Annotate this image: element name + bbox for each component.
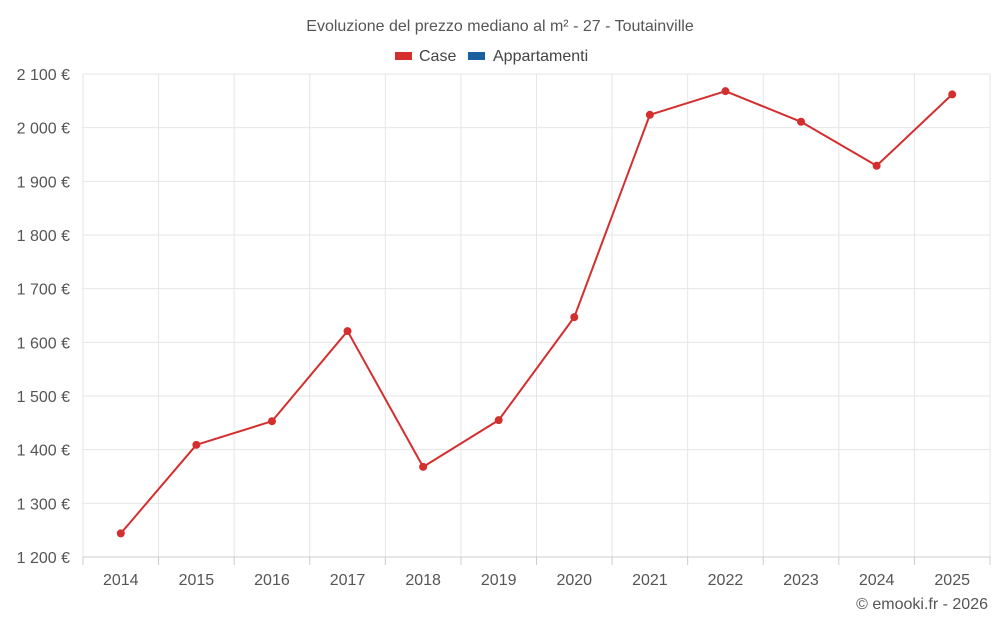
data-point[interactable] — [948, 90, 957, 99]
x-tick-label: 2020 — [556, 572, 592, 589]
credit-text: © emooki.fr - 2026 — [856, 596, 988, 613]
x-tick-label: 2023 — [783, 572, 819, 589]
y-tick-label: 1 500 € — [17, 389, 70, 406]
data-point[interactable] — [570, 313, 579, 322]
y-tick-label: 2 000 € — [17, 121, 70, 138]
chart-title: Evoluzione del prezzo mediano al m² - 27… — [306, 18, 694, 35]
legend-item-case[interactable]: Case — [395, 48, 456, 65]
x-tick-label: 2025 — [934, 572, 970, 589]
x-tick-label: 2021 — [632, 572, 668, 589]
data-point[interactable] — [267, 417, 276, 426]
y-tick-label: 1 700 € — [17, 282, 70, 299]
data-point[interactable] — [645, 110, 654, 119]
grid — [82, 73, 991, 558]
data-point[interactable] — [419, 462, 428, 471]
series-case — [116, 87, 957, 538]
series-line-case — [120, 90, 953, 535]
x-tick-label: 2016 — [254, 572, 290, 589]
legend: Case Appartamenti — [395, 48, 588, 65]
y-axis: 1 200 € 1 300 € 1 400 € 1 500 € 1 600 € 1 700… — [17, 67, 70, 567]
y-tick-label: 1 200 € — [17, 550, 70, 567]
data-point[interactable] — [494, 416, 503, 425]
legend-swatch-case — [395, 52, 412, 60]
data-point[interactable] — [343, 327, 352, 336]
data-point[interactable] — [721, 87, 730, 96]
data-point[interactable] — [872, 161, 881, 170]
x-tick-label: 2019 — [481, 572, 517, 589]
y-tick-label: 1 300 € — [17, 496, 70, 513]
legend-item-appartamenti[interactable]: Appartamenti — [468, 48, 588, 65]
y-tick-label: 1 400 € — [17, 443, 70, 460]
y-tick-label: 1 800 € — [17, 228, 70, 245]
y-tick-label: 2 100 € — [17, 67, 70, 84]
data-point[interactable] — [192, 440, 201, 449]
x-tick-label: 2015 — [179, 572, 215, 589]
legend-label-case: Case — [419, 48, 456, 65]
legend-swatch-appartamenti — [468, 52, 485, 60]
legend-label-appartamenti: Appartamenti — [493, 48, 588, 65]
x-tick-label: 2017 — [330, 572, 366, 589]
y-tick-label: 1 600 € — [17, 335, 70, 352]
x-tick-label: 2014 — [103, 572, 139, 589]
data-point[interactable] — [797, 117, 806, 126]
x-tick-label: 2018 — [405, 572, 441, 589]
x-tick-label: 2024 — [859, 572, 895, 589]
x-axis: 2014 2015 2016 2017 2018 2019 2020 2021 2022 2023… — [82, 556, 991, 589]
y-tick-label: 1 900 € — [17, 174, 70, 191]
data-point[interactable] — [116, 529, 125, 538]
x-tick-label: 2022 — [708, 572, 744, 589]
